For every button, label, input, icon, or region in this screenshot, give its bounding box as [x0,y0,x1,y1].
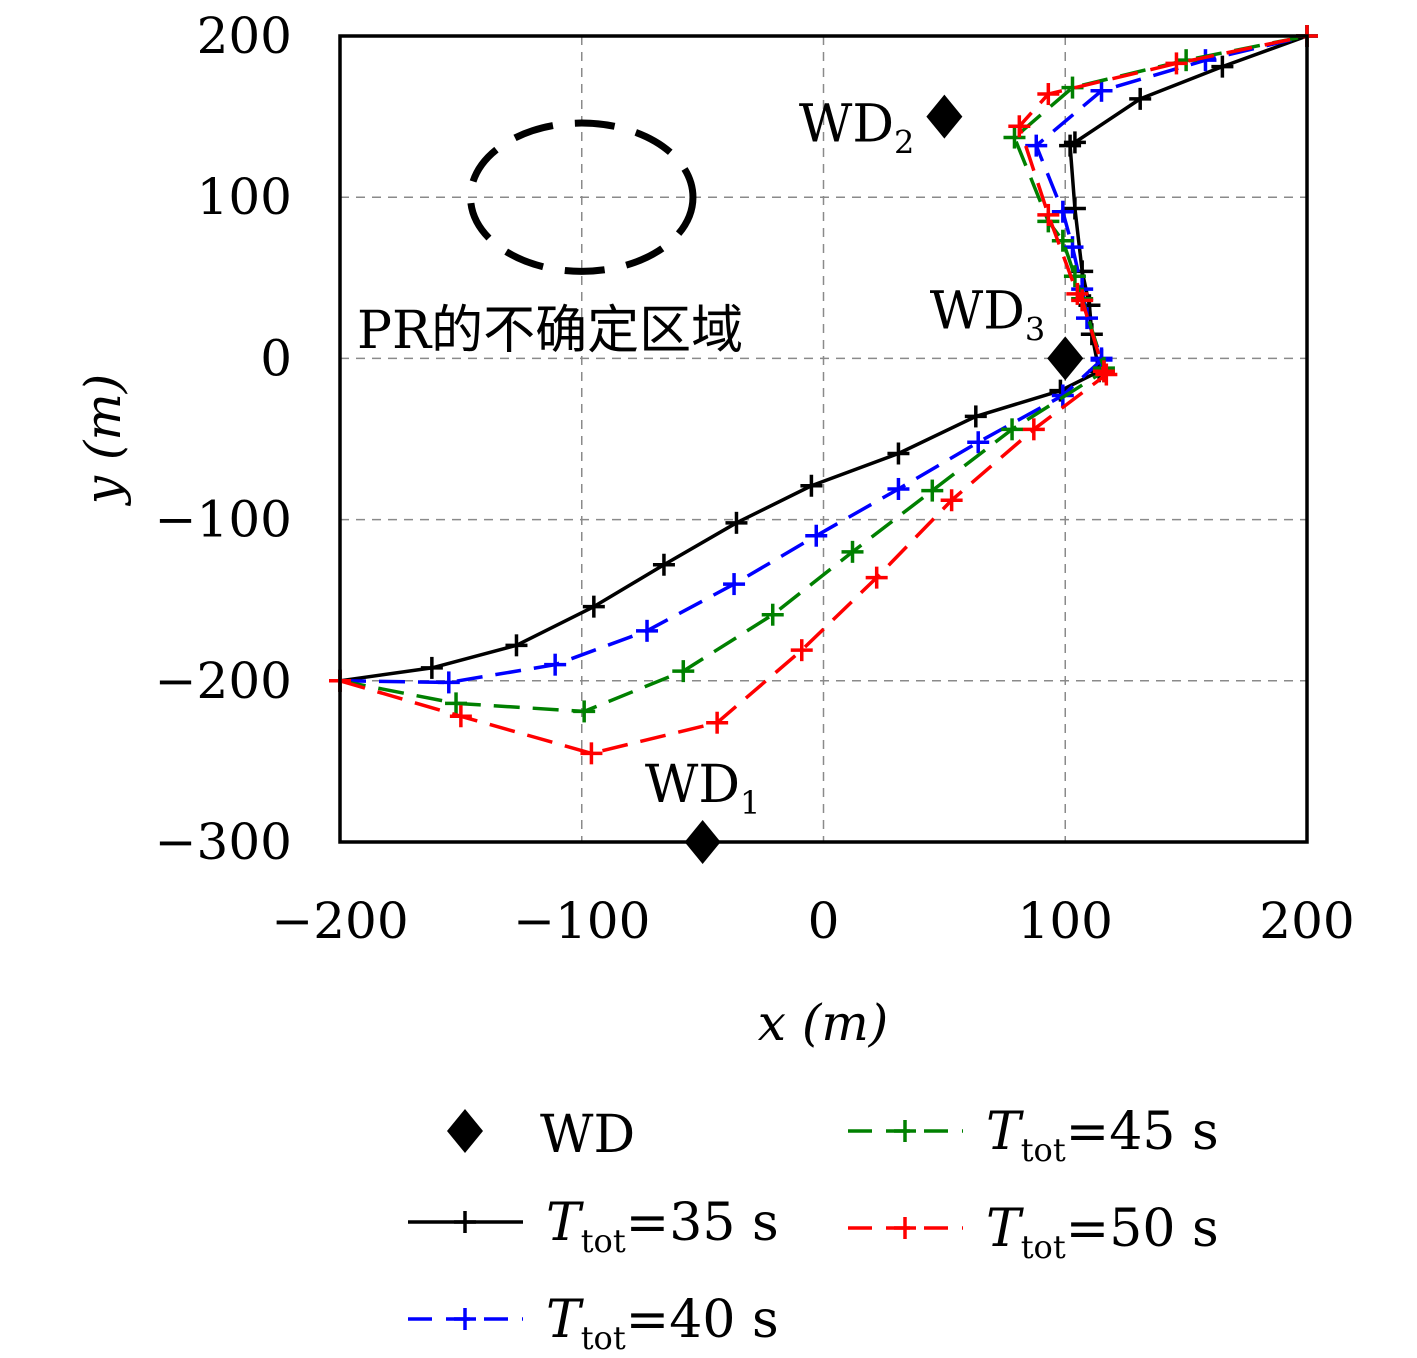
data-point [1008,115,1031,138]
legend-marker [894,1217,916,1239]
legend-label: WD [540,1105,635,1165]
legend-label: Ttot=50 s [986,1199,1219,1266]
x-axis-title: x (m) [758,994,889,1052]
legend-item-2: Ttot=40 s [408,1290,779,1357]
data-point [1037,83,1060,106]
data-point [1063,265,1086,288]
wd-diamond-marker [1047,336,1084,381]
legend-item-3: Ttot=45 s [848,1102,1219,1169]
data-point [1059,134,1082,157]
series-lines [329,25,1318,765]
wd-label: WD2 [799,95,915,162]
data-point [967,431,990,454]
legend-marker [454,1211,476,1233]
data-point [761,603,784,626]
data-point [805,524,828,547]
data-point [449,705,472,728]
legend: WD Ttot=35 s Ttot=40 s Ttot=45 s Ttot=50 s [408,1102,1219,1357]
data-point [1063,197,1086,220]
x-tick-label: 0 [808,892,840,950]
region-label: PR的不确定区域 [357,301,743,361]
data-point [652,553,675,576]
data-point [725,511,748,534]
y-tick-label: −200 [155,652,292,710]
legend-item-4: Ttot=50 s [848,1199,1219,1266]
data-point [800,474,823,497]
legend-marker [454,1308,476,1330]
y-tick-label: 200 [197,7,292,65]
legend-label: Ttot=45 s [986,1102,1219,1169]
data-point [672,660,695,683]
data-point [706,711,729,734]
data-point [1165,52,1188,75]
data-point [723,573,746,596]
legend-label: Ttot=40 s [546,1290,779,1357]
x-tick-label: −100 [513,892,650,950]
data-point [1129,87,1152,110]
y-tick-label: −300 [155,813,292,871]
wd-diamond-marker [926,94,963,139]
tick-labels: −200 −100 0 100 200 −300 −200 −100 0 100 200 [155,7,1355,950]
uncertainty-ellipse [467,119,697,275]
legend-label: Ttot=35 s [546,1193,779,1260]
x-tick-label: 200 [1259,892,1354,950]
plot-frame [338,34,1309,844]
data-point [1066,282,1089,305]
data-point [1001,418,1024,441]
data-point [420,656,443,679]
x-tick-label: −200 [271,892,408,950]
data-point [790,639,813,662]
data-point [1092,360,1115,383]
uncertainty-region: PR的不确定区域 [357,119,743,361]
data-point [1037,203,1060,226]
data-point [636,619,659,642]
legend-item-wd: WD [447,1105,635,1165]
data-point [1095,363,1118,386]
data-point [1051,229,1074,252]
data-point [1090,79,1113,102]
y-tick-label: −100 [155,491,292,549]
y-tick-label: 100 [197,168,292,226]
data-point [1003,126,1026,149]
data-point [964,405,987,428]
x-tick-label: 100 [1018,892,1113,950]
data-point [1025,134,1048,157]
data-point [580,742,603,765]
data-point [544,653,567,676]
data-point [1211,55,1234,78]
data-point [445,692,468,715]
data-point [1063,131,1086,154]
data-point [887,477,910,500]
legend-diamond-icon [447,1109,483,1153]
data-point [573,700,596,723]
y-tick-label: 0 [260,329,292,387]
series-1 [329,25,1318,692]
data-point [505,634,528,657]
data-point [921,479,944,502]
data-point [865,566,888,589]
data-point [940,489,963,512]
y-axis-title: y (m) [74,374,132,507]
data-point [887,442,910,465]
legend-item-1: Ttot=35 s [408,1193,779,1260]
data-point [1022,418,1045,441]
legend-marker [894,1120,916,1142]
series-4 [329,25,1318,765]
grid [340,36,1307,842]
data-point [582,595,605,618]
data-point [841,540,864,563]
wd-label: WD3 [930,281,1046,348]
data-point [437,671,460,694]
wd-label: WD1 [645,755,761,822]
wd-markers: WD1 WD2 WD3 [645,94,1084,864]
data-point [1051,200,1074,223]
